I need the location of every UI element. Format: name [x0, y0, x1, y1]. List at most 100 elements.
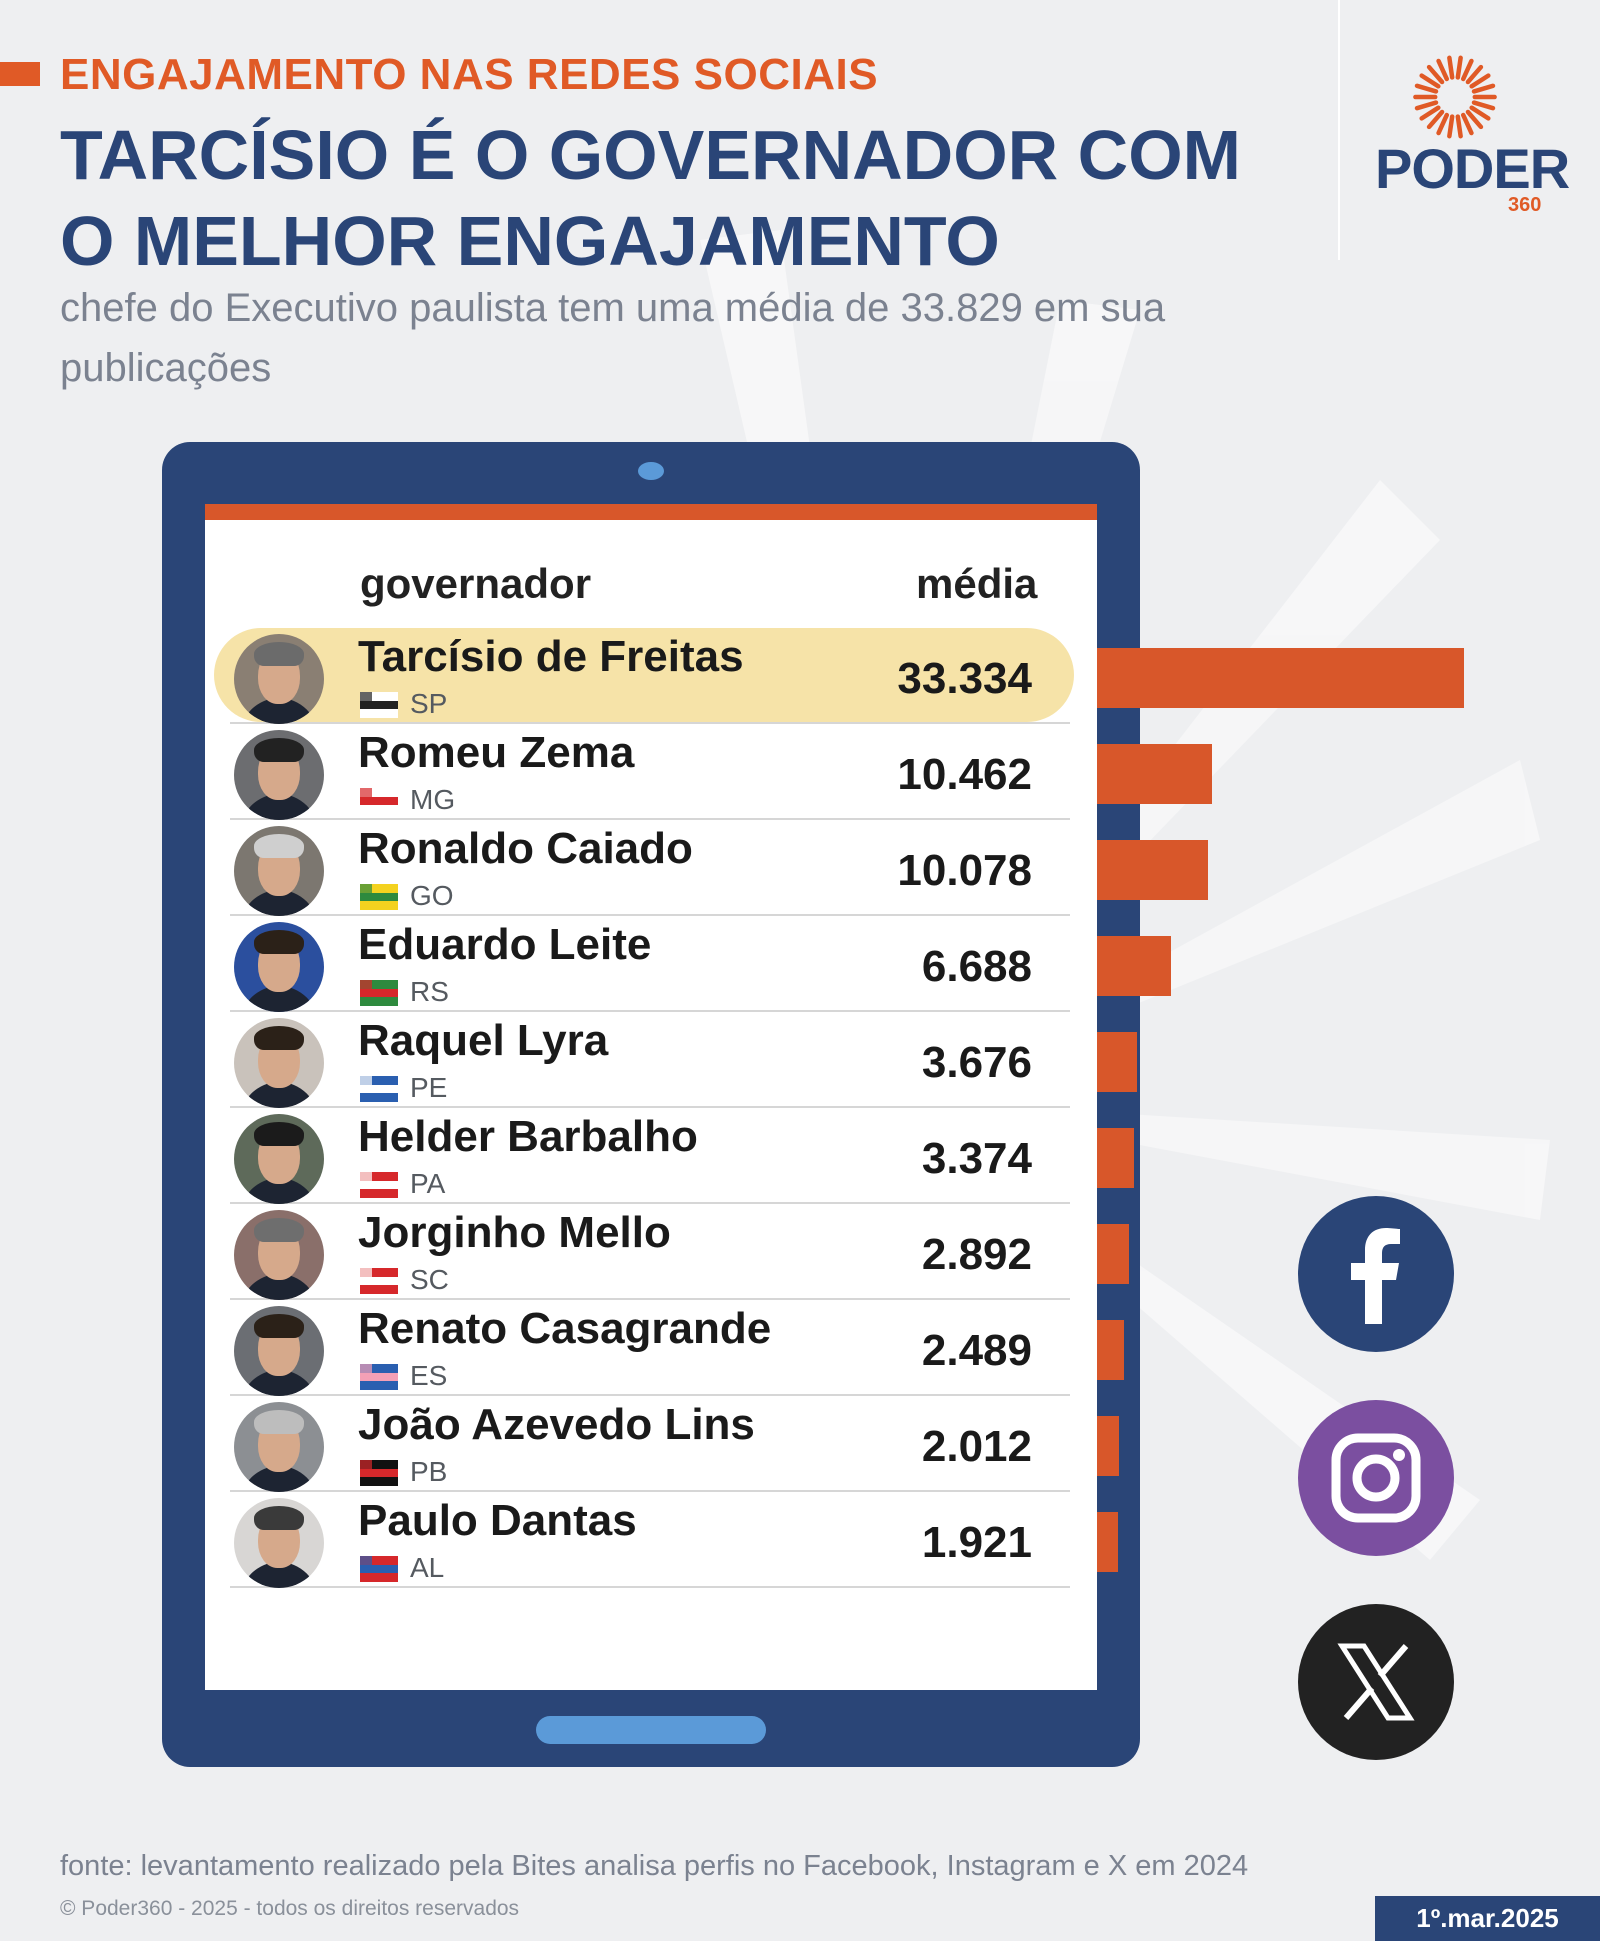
governor-photo	[234, 1210, 324, 1300]
row-divider	[230, 1490, 1070, 1492]
governor-name: Eduardo Leite	[358, 920, 652, 969]
row-divider	[230, 1106, 1070, 1108]
average-value: 2.489	[921, 1326, 1032, 1375]
x-icon	[1298, 1604, 1454, 1760]
bar	[1097, 936, 1171, 996]
governor-name: Paulo Dantas	[358, 1496, 637, 1545]
governor-name: Helder Barbalho	[358, 1112, 698, 1161]
column-header-average: média	[916, 560, 1038, 607]
governor-photo	[234, 922, 324, 1012]
governor-name: Renato Casagrande	[358, 1304, 772, 1353]
governor-photo	[234, 730, 324, 820]
facebook-icon	[1298, 1196, 1454, 1352]
state-flag-icon	[360, 692, 398, 718]
row-divider	[230, 1202, 1070, 1204]
state-flag-icon	[360, 1076, 398, 1102]
average-value: 3.374	[921, 1134, 1032, 1183]
date-badge: 1º.mar.2025	[1375, 1896, 1600, 1941]
row-divider	[230, 1298, 1070, 1300]
table-row: Helder Barbalho PA 3.374	[230, 1108, 1070, 1204]
kicker-accent	[0, 62, 40, 86]
governor-name: Romeu Zema	[358, 728, 635, 777]
row-divider	[230, 722, 1070, 724]
state-flag-icon	[360, 884, 398, 910]
table-row: Tarcísio de Freitas SP 33.334	[230, 628, 1070, 724]
governor-name: Raquel Lyra	[358, 1016, 609, 1065]
copyright: © Poder360 - 2025 - todos os direitos re…	[60, 1897, 520, 1920]
row-divider	[230, 1010, 1070, 1012]
table-row: Jorginho Mello SC 2.892	[230, 1204, 1070, 1300]
tablet-home-bar	[536, 1716, 766, 1744]
table-row: Eduardo Leite RS 6.688	[230, 916, 1070, 1012]
average-value: 2.892	[921, 1230, 1032, 1279]
row-divider	[230, 1586, 1070, 1588]
state-abbreviation: SP	[410, 688, 448, 719]
table-row: Ronaldo Caiado GO 10.078	[230, 820, 1070, 916]
row-divider	[230, 914, 1070, 916]
row-divider	[230, 1394, 1070, 1396]
column-header-governor: governador	[360, 560, 592, 607]
governor-photo	[234, 1306, 324, 1396]
average-value: 10.462	[897, 750, 1032, 799]
state-abbreviation: RS	[410, 976, 449, 1007]
average-value: 2.012	[921, 1422, 1032, 1471]
governor-name: João Azevedo Lins	[358, 1400, 755, 1449]
state-flag-icon	[360, 1556, 398, 1582]
governor-name: Tarcísio de Freitas	[358, 632, 744, 681]
screen-accent-bar	[205, 504, 1097, 520]
average-value: 1.921	[921, 1518, 1032, 1567]
state-abbreviation: AL	[410, 1552, 445, 1583]
table-row: Romeu Zema MG 10.462	[230, 724, 1070, 820]
state-flag-icon	[360, 1460, 398, 1486]
state-flag-icon	[360, 788, 398, 814]
instagram-icon	[1298, 1400, 1454, 1556]
logo-name: PODER	[1375, 137, 1570, 200]
headline: TARCÍSIO É O GOVERNADOR COM O MELHOR ENG…	[60, 116, 1241, 280]
row-divider	[230, 818, 1070, 820]
table-row: Paulo Dantas AL 1.921	[230, 1492, 1070, 1588]
bar	[1097, 1416, 1119, 1476]
table-row: João Azevedo Lins PB 2.012	[230, 1396, 1070, 1492]
source-note: fonte: levantamento realizado pela Bites…	[60, 1850, 1249, 1882]
state-abbreviation: PB	[410, 1456, 448, 1487]
state-abbreviation: GO	[410, 880, 454, 911]
bar	[1097, 1128, 1134, 1188]
governor-photo	[234, 634, 324, 724]
state-abbreviation: ES	[410, 1360, 448, 1391]
governor-name: Ronaldo Caiado	[358, 824, 693, 873]
bar	[1097, 1224, 1129, 1284]
governor-photo	[234, 1114, 324, 1204]
bar	[1097, 1320, 1124, 1380]
kicker: ENGAJAMENTO NAS REDES SOCIAIS	[60, 50, 879, 99]
table-row: Raquel Lyra PE 3.676	[230, 1012, 1070, 1108]
state-abbreviation: MG	[410, 784, 456, 815]
average-value: 3.676	[921, 1038, 1032, 1087]
governor-name: Jorginho Mello	[358, 1208, 671, 1257]
bar	[1097, 1032, 1137, 1092]
governor-photo	[234, 1402, 324, 1492]
state-flag-icon	[360, 1364, 398, 1390]
bar	[1097, 744, 1212, 804]
tablet-camera	[638, 462, 664, 480]
bar	[1097, 648, 1464, 708]
governor-photo	[234, 826, 324, 916]
average-value: 33.334	[897, 654, 1032, 703]
state-flag-icon	[360, 1172, 398, 1198]
state-abbreviation: PA	[410, 1168, 446, 1199]
state-abbreviation: SC	[410, 1264, 449, 1295]
bar	[1097, 1512, 1118, 1572]
bar	[1097, 840, 1208, 900]
state-flag-icon	[360, 980, 398, 1006]
table-row: Renato Casagrande ES 2.489	[230, 1300, 1070, 1396]
average-value: 6.688	[921, 942, 1032, 991]
highlight-row-background	[214, 628, 1074, 722]
logo-divider	[1338, 0, 1340, 260]
state-flag-icon	[360, 1268, 398, 1294]
sun-icon	[1413, 55, 1497, 139]
subtitle: chefe do Executivo paulista tem uma médi…	[60, 286, 1166, 390]
governor-photo	[234, 1018, 324, 1108]
state-abbreviation: PE	[410, 1072, 448, 1103]
governor-photo	[234, 1498, 324, 1588]
logo-number: 360	[1508, 194, 1542, 216]
average-value: 10.078	[897, 846, 1032, 895]
